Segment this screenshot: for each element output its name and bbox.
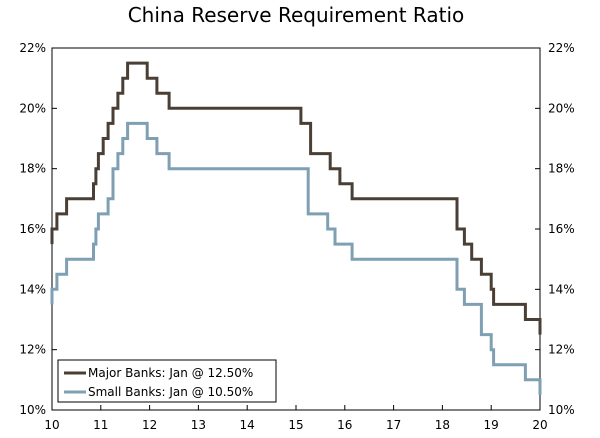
x-tick-label: 20 xyxy=(532,418,547,432)
y-tick-label-left: 22% xyxy=(19,41,46,55)
series-lines xyxy=(50,61,542,395)
legend-box xyxy=(57,359,277,403)
legend-label-small-banks: Small Banks: Jan @ 10.50% xyxy=(88,385,253,399)
axis-ticks: 10% 10% 12% 12% 14% 14% 16% 16% 18% 18% 20% 20% 22% 2… xyxy=(19,41,574,432)
y-tick-label-right: 12% xyxy=(548,343,575,357)
x-tick-label: 12 xyxy=(142,418,157,432)
x-tick-label: 14 xyxy=(240,418,255,432)
legend: Major Banks: Jan @ 12.50% Small Banks: J… xyxy=(57,359,277,403)
plot-area-frame xyxy=(51,47,541,411)
x-tick-label: 10 xyxy=(44,418,59,432)
x-tick-label: 15 xyxy=(288,418,303,432)
x-tick-label: 18 xyxy=(435,418,450,432)
x-tick-label: 13 xyxy=(191,418,206,432)
y-tick-label-right: 22% xyxy=(548,41,575,55)
y-tick-label-left: 10% xyxy=(19,403,46,417)
y-tick-label-right: 20% xyxy=(548,101,575,115)
y-tick-label-right: 14% xyxy=(548,282,575,296)
y-tick-label-left: 18% xyxy=(19,162,46,176)
y-tick-label-right: 16% xyxy=(548,222,575,236)
legend-label-major-banks: Major Banks: Jan @ 12.50% xyxy=(88,366,253,380)
series-line-small-banks xyxy=(50,121,542,395)
y-tick-label-left: 12% xyxy=(19,343,46,357)
chart-title: China Reserve Requirement Ratio xyxy=(128,3,465,27)
y-tick-label-right: 10% xyxy=(548,403,575,417)
x-tick-label: 17 xyxy=(386,418,401,432)
x-tick-label: 11 xyxy=(93,418,108,432)
series-line-major-banks xyxy=(50,61,542,335)
x-tick-label: 19 xyxy=(484,418,499,432)
x-tick-label: 16 xyxy=(337,418,352,432)
y-tick-label-right: 18% xyxy=(548,162,575,176)
y-tick-label-left: 14% xyxy=(19,282,46,296)
y-tick-label-left: 20% xyxy=(19,101,46,115)
y-tick-label-left: 16% xyxy=(19,222,46,236)
